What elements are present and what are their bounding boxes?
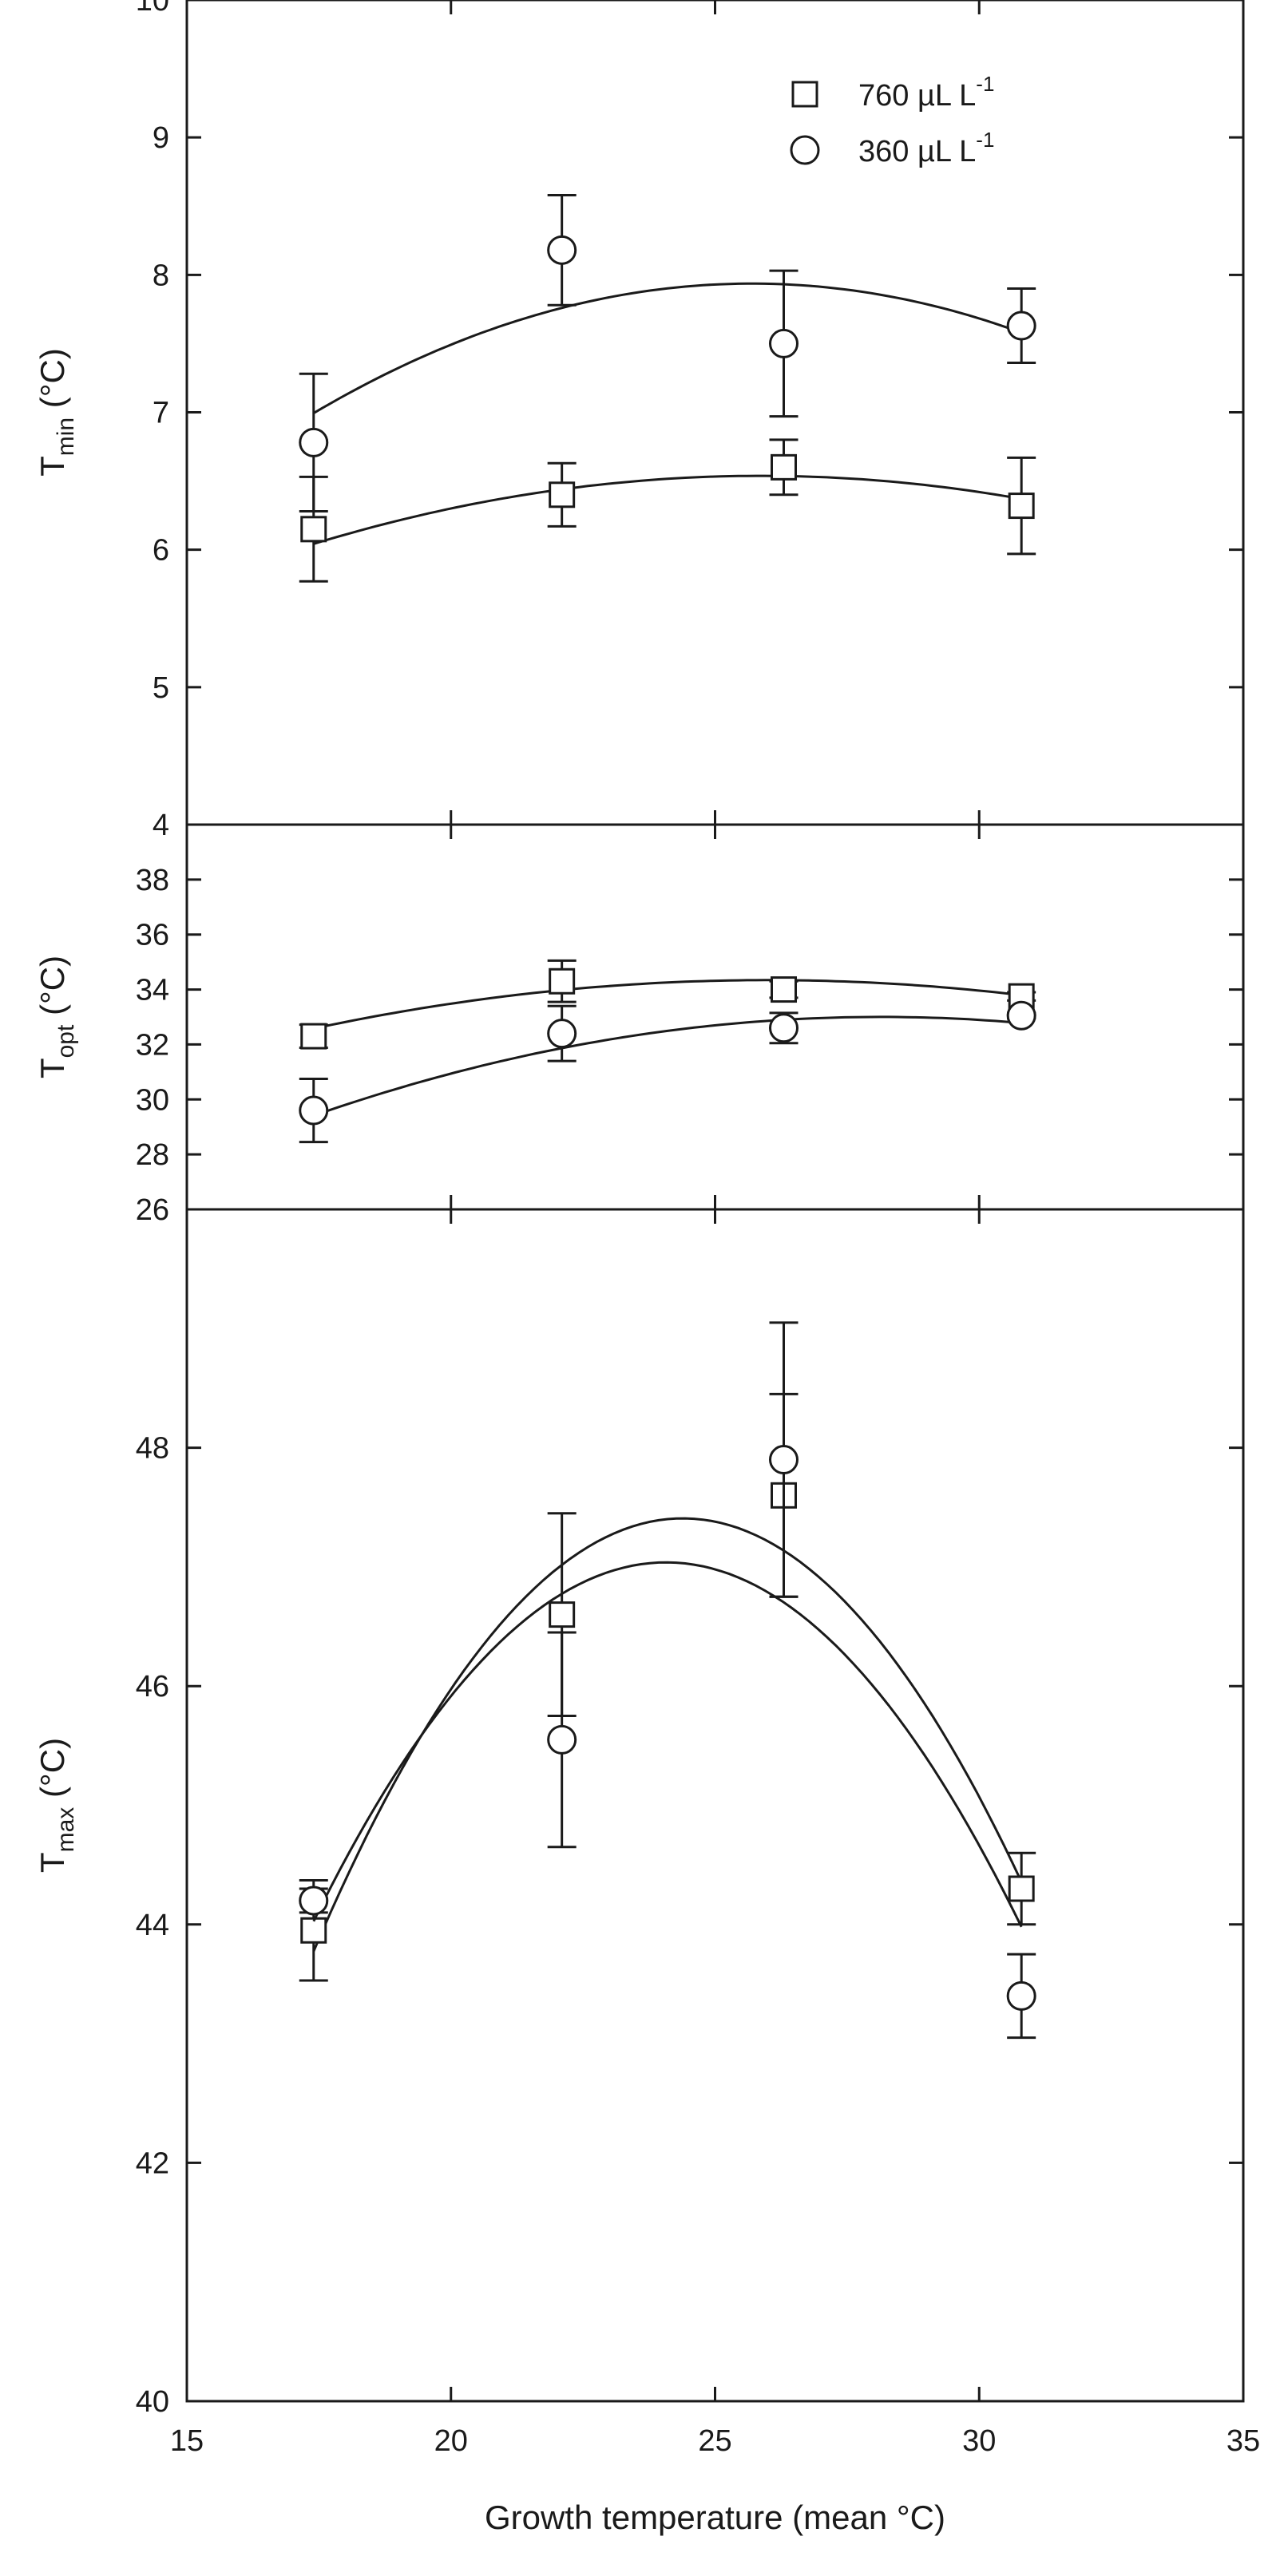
y-tick-label: 8 [153,259,169,292]
y-tick-label: 38 [136,864,169,897]
plot-frame [185,1208,1245,2403]
data-point-square [300,1023,327,1050]
y-tick-label: 30 [136,1083,169,1117]
fit-curve [312,1561,1023,1928]
y-tick-label: 5 [153,671,169,705]
y-label-sub: max [53,1807,79,1853]
fit-curve [313,1015,1022,1117]
legend-entry-name: 760 µL L [858,79,976,113]
y-tick-label: 32 [136,1028,169,1062]
data-point-circle [768,328,799,358]
legend-entry: 760 µL L-1 [858,72,994,113]
y-tick-label: 28 [136,1138,169,1172]
y-tick-label: 46 [136,1670,169,1703]
y-tick-label: 34 [136,974,169,1007]
y-tick-label: 6 [153,534,169,568]
fit-curve [313,979,1022,1030]
data-point-square [1008,1875,1035,1902]
data-point-circle [768,1445,799,1475]
y-label-main: T [34,1058,71,1078]
x-tick-label: 35 [1227,2424,1260,2458]
y-tick-label: 36 [136,919,169,952]
data-point-circle [299,1095,329,1126]
x-tick-label: 15 [170,2424,204,2458]
data-point-circle [547,1724,577,1755]
y-tick-label: 4 [153,809,169,842]
data-point-circle [299,1886,329,1916]
panel-max: 40 42 44 46 48 Tmax (°C) 15 20 25 30 35 Growth temp… [34,1208,1260,2536]
fit-curve [313,474,1022,545]
y-label-unit: (°C) [34,956,71,1025]
data-point-square [549,481,576,508]
legend-marker-square [791,81,818,108]
panel-opt: 26 28 30 32 34 36 38 Topt (°C) [34,823,1245,1227]
y-label-unit: (°C) [34,1738,71,1807]
y-tick-label: 9 [153,121,169,155]
data-point-circle [768,1013,799,1043]
y-axis-label: Tmax (°C) [34,1738,79,1873]
series-square [299,1392,1036,1982]
y-tick-label: 26 [136,1193,169,1227]
legend-entry-sup: -1 [976,72,994,96]
data-point-square [300,516,327,543]
y-tick-label: 40 [136,2385,169,2419]
series-square [299,959,1036,1050]
legend-entry-name: 360 µL L [858,135,976,168]
data-point-square [549,1601,576,1628]
data-point-circle [1006,311,1036,341]
y-tick-label: 10 [136,0,169,18]
legend-marker-circle [790,135,820,165]
data-point-circle [547,1019,577,1049]
y-label-unit: (°C) [34,348,71,417]
y-axis-label: Topt (°C) [34,956,79,1078]
fit-curve [313,282,1022,414]
y-axis-label: Tmin (°C) [34,348,79,477]
y-tick-label: 48 [136,1432,169,1466]
data-point-circle [547,235,577,265]
x-tick-label: 20 [434,2424,468,2458]
series-circle [299,1321,1036,2040]
data-point-square [549,967,576,995]
y-tick-label: 44 [136,1909,169,1942]
plot-frame [185,823,1245,1211]
y-label-main: T [34,1852,71,1873]
fit-curve [312,1517,1023,1952]
x-tick-label: 30 [962,2424,996,2458]
plot-frame [185,0,1245,826]
series-circle [299,1000,1036,1144]
y-label-main: T [34,456,71,477]
y-label-sub: opt [53,1024,79,1058]
series-square [299,438,1036,583]
legend-entry-sup: -1 [976,128,994,152]
panel-min: 4 5 6 7 8 9 10 Tmin (°C) [34,0,1245,842]
series-circle [299,193,1036,512]
legend-entry: 360 µL L-1 [858,128,994,168]
data-point-square [300,1917,327,1944]
y-tick-label: 42 [136,2147,169,2180]
y-label-sub: min [53,417,79,456]
x-axis-label: Growth temperature (mean °C) [485,2499,945,2536]
x-tick-label: 25 [698,2424,731,2458]
data-point-square [770,976,797,1003]
data-point-circle [299,427,329,457]
data-point-square [1008,493,1035,520]
data-point-circle [1006,1000,1036,1031]
data-point-circle [1006,1980,1036,2011]
data-point-square [770,453,797,481]
y-tick-label: 7 [153,397,169,430]
